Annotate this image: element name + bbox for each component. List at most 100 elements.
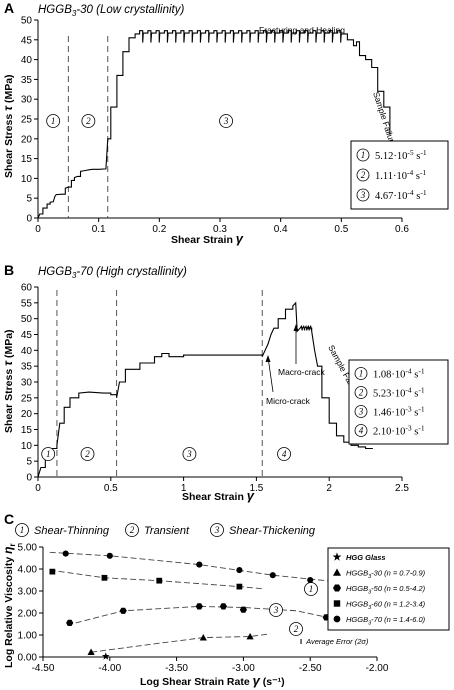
hexagon-legend-marker — [333, 584, 341, 592]
rate-legend-number: 1 — [361, 150, 366, 160]
rate-legend-number: 3 — [360, 190, 366, 200]
panel-b: B HGGB3-70 (High crystallinity) 0 0.5 1 1.5… — [1, 262, 449, 503]
regime-number: 2 — [86, 116, 91, 126]
rate-legend-value: 1.08·10-4 s-1 — [373, 367, 425, 381]
regime-header-number-ring — [15, 523, 29, 537]
panel-a-x-label: Shear Strain γ — [171, 231, 244, 246]
panel-a: A HGGB3-30 (Low crystallinity) 0 0.1 0.2 0.… — [1, 0, 449, 246]
rate-legend-value: 2.10·10-3 s-1 — [373, 424, 425, 438]
regime-number: 1 — [46, 449, 51, 459]
panel-a-axes: 0 0.1 0.2 0.3 0.4 0.5 0.6 0 5 10 15 20 25 30 35 40 45 50 — [21, 16, 410, 236]
y-tick-label: 50 — [21, 314, 33, 325]
regime-number-ring — [80, 447, 95, 461]
circle-legend-marker — [333, 615, 341, 623]
rate-legend-value: 1.46·10-3 s-1 — [373, 405, 425, 419]
triangle-point — [246, 632, 254, 640]
rate-legend-value: 1.11·10-4 s-1 — [375, 168, 426, 182]
y-tick-label: 55 — [21, 298, 33, 309]
fracturing-healing-label: Fracturing and Healing — [259, 25, 345, 35]
square-legend-marker — [333, 600, 341, 607]
y-tick-label: 4.00 — [18, 565, 38, 576]
rate-legend-number: 2 — [359, 388, 364, 398]
x-tick-label: 0.5 — [334, 224, 348, 235]
regime-number-ring — [41, 447, 56, 461]
y-tick-label: 25 — [21, 115, 33, 126]
micro-crack-arrow — [267, 356, 274, 393]
regime-number: 2 — [85, 449, 90, 459]
x-tick-label: -3.50 — [165, 663, 188, 674]
fit-curve-number-ring — [289, 622, 303, 636]
regime-header-label: Transient — [144, 525, 190, 537]
panel-b-y-label: Shear Stress τ (MPa) — [1, 329, 15, 433]
panel-c-data-points — [49, 550, 330, 660]
panel-b-letter: B — [4, 262, 14, 278]
triangle-point — [87, 648, 95, 656]
rate-legend-value: 5.12·10-5 s-1 — [375, 148, 427, 162]
y-tick-label: 40 — [21, 55, 33, 66]
panel-c-series-legend: HGG Glass HGGB3-30 (n = 0.7-0.9) HGGB3-50 … — [327, 547, 450, 631]
sample-failure-label-a: Sample Failure — [371, 91, 398, 149]
rate-legend-number-ring — [356, 188, 370, 202]
y-tick-label: 0 — [26, 214, 32, 225]
rate-legend-number-ring — [354, 367, 368, 380]
y-tick-label: 15 — [21, 425, 33, 436]
y-tick-label: 1.00 — [18, 631, 38, 642]
fit-curve — [91, 633, 271, 653]
panel-c-letter: C — [4, 511, 14, 527]
x-tick-label: 0.4 — [274, 224, 288, 235]
y-tick-label: 10 — [21, 174, 33, 185]
rate-legend-number-ring — [356, 168, 370, 182]
rate-legend-number: 1 — [359, 369, 364, 379]
macro-crack-arrowhead — [293, 324, 299, 331]
fit-curve — [66, 605, 328, 626]
series-legend-label: HGGB3-30 (n = 0.7-0.9) — [346, 569, 426, 581]
y-tick-label: 20 — [21, 134, 33, 145]
rate-legend-number: 3 — [358, 407, 364, 417]
square-point — [101, 574, 108, 581]
panel-a-title: HGGB3-30 (Low crystallinity) — [38, 4, 184, 18]
triangle-point — [199, 634, 207, 641]
x-tick-label: 0.3 — [213, 224, 227, 235]
rate-legend-value: 5.23·10-4 s-1 — [373, 386, 425, 400]
y-tick-label: 3.00 — [18, 587, 38, 598]
hexagon-point — [195, 603, 203, 610]
y-tick-label: 2.00 — [18, 609, 38, 620]
rate-legend-number-ring — [354, 386, 368, 399]
regime-number-ring — [81, 114, 96, 128]
y-tick-label: 30 — [21, 95, 33, 106]
rate-legend-number-ring — [354, 405, 368, 418]
regime-number: 4 — [282, 449, 287, 459]
y-tick-label: 35 — [21, 362, 33, 373]
panel-b-rate-legend: 1 1.08·10-4 s-1 2 5.23·10-4 s-1 3 1.46·10-3 s… — [348, 359, 449, 445]
regime-number: 1 — [51, 116, 56, 126]
circle-point — [106, 552, 113, 559]
circle-point — [307, 576, 314, 584]
panel-a-stress-curve — [37, 30, 391, 219]
rate-legend-number: 4 — [359, 426, 364, 436]
panel-c-regime-header: 1 Shear-Thinning 2 Transient 3 Shear-Thickeni… — [15, 523, 316, 537]
hexagon-point — [119, 607, 127, 614]
series-legend-label: HGGB3-60 (n = 1.2-3.4) — [346, 600, 426, 612]
panel-b-x-label: Shear Strain γ — [182, 488, 255, 503]
star-legend-marker — [332, 552, 342, 561]
regime-header-number-ring — [125, 523, 139, 537]
x-tick-label: 1.5 — [249, 483, 263, 494]
y-tick-label: 25 — [21, 393, 33, 404]
y-tick-label: 45 — [21, 35, 33, 46]
circle-point — [196, 561, 203, 568]
hexagon-point — [219, 603, 227, 610]
circle-point — [236, 567, 243, 574]
fit-curve-number: 3 — [273, 605, 279, 615]
y-tick-label: 0 — [26, 473, 32, 484]
regime-number-ring — [182, 447, 197, 461]
y-tick-label: 5 — [26, 194, 32, 205]
fit-curve — [49, 551, 337, 583]
panel-a-letter: A — [4, 0, 14, 16]
y-tick-label: 30 — [21, 378, 33, 389]
square-point — [156, 577, 163, 584]
y-tick-label: 20 — [21, 409, 33, 420]
panel-a-regime-numbers: 1 2 3 — [46, 114, 233, 128]
panel-c-axes: -4.50 -4.00 -3.50 -3.00 -2.50 -2.00 0.00 1.00 2.… — [18, 543, 389, 675]
x-tick-label: 0.6 — [395, 224, 409, 235]
